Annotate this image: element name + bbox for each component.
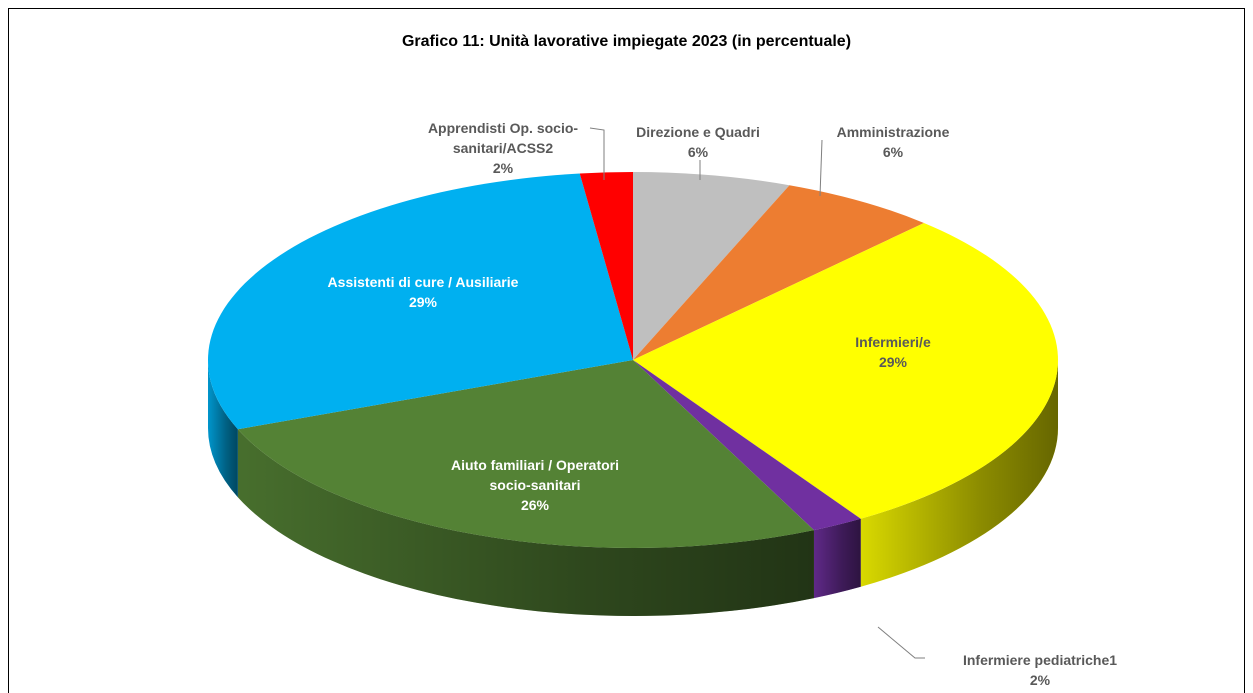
value-label: 26%: [520, 497, 550, 513]
value-label: 6%: [687, 144, 709, 160]
slice: [633, 360, 861, 531]
category-label: Aiuto familiari / Operatori socio-sanita…: [450, 457, 620, 493]
value-label: 29%: [878, 354, 908, 370]
slice: [237, 360, 814, 548]
data-label: Assistenti di cure / Ausiliarie 29%: [293, 272, 553, 312]
side-shade: [237, 429, 814, 616]
category-label: Infermiere pediatriche1: [962, 652, 1118, 668]
leader-line: [589, 127, 605, 180]
chart-title: Grafico 11: Unità lavorative impiegate 2…: [401, 33, 852, 50]
leader-line: [877, 626, 925, 659]
slice: [579, 172, 633, 360]
data-label: Direzione e Quadri 6%: [588, 122, 808, 162]
side-shade: [813, 518, 861, 599]
slice: [208, 173, 633, 430]
side-shade: [208, 360, 238, 498]
data-label: Aiuto familiari / Operatori socio-sanita…: [430, 455, 640, 515]
value-label: 2%: [492, 160, 514, 176]
value-label: 29%: [408, 294, 438, 310]
value-label: 6%: [882, 144, 904, 160]
leader-line: [819, 139, 823, 197]
data-label: Infermieri/e 29%: [813, 332, 973, 372]
slice: [633, 222, 1058, 519]
value-label: 2%: [1029, 672, 1051, 688]
category-label: Infermieri/e: [855, 334, 931, 350]
side-shade: [860, 360, 1058, 587]
category-label: Apprendisti Op. socio-sanitari/ACSS2: [427, 120, 579, 156]
category-label: Direzione e Quadri: [636, 124, 760, 140]
data-label: Amministrazione 6%: [783, 122, 1003, 162]
data-label: Infermiere pediatriche1 2%: [925, 650, 1155, 690]
data-label: Apprendisti Op. socio-sanitari/ACSS2 2%: [413, 118, 593, 178]
frame: [8, 8, 1245, 693]
slice: [633, 172, 790, 360]
category-label: Assistenti di cure / Ausiliarie: [327, 274, 519, 290]
slice: [633, 185, 924, 360]
category-label: Amministrazione: [836, 124, 950, 140]
